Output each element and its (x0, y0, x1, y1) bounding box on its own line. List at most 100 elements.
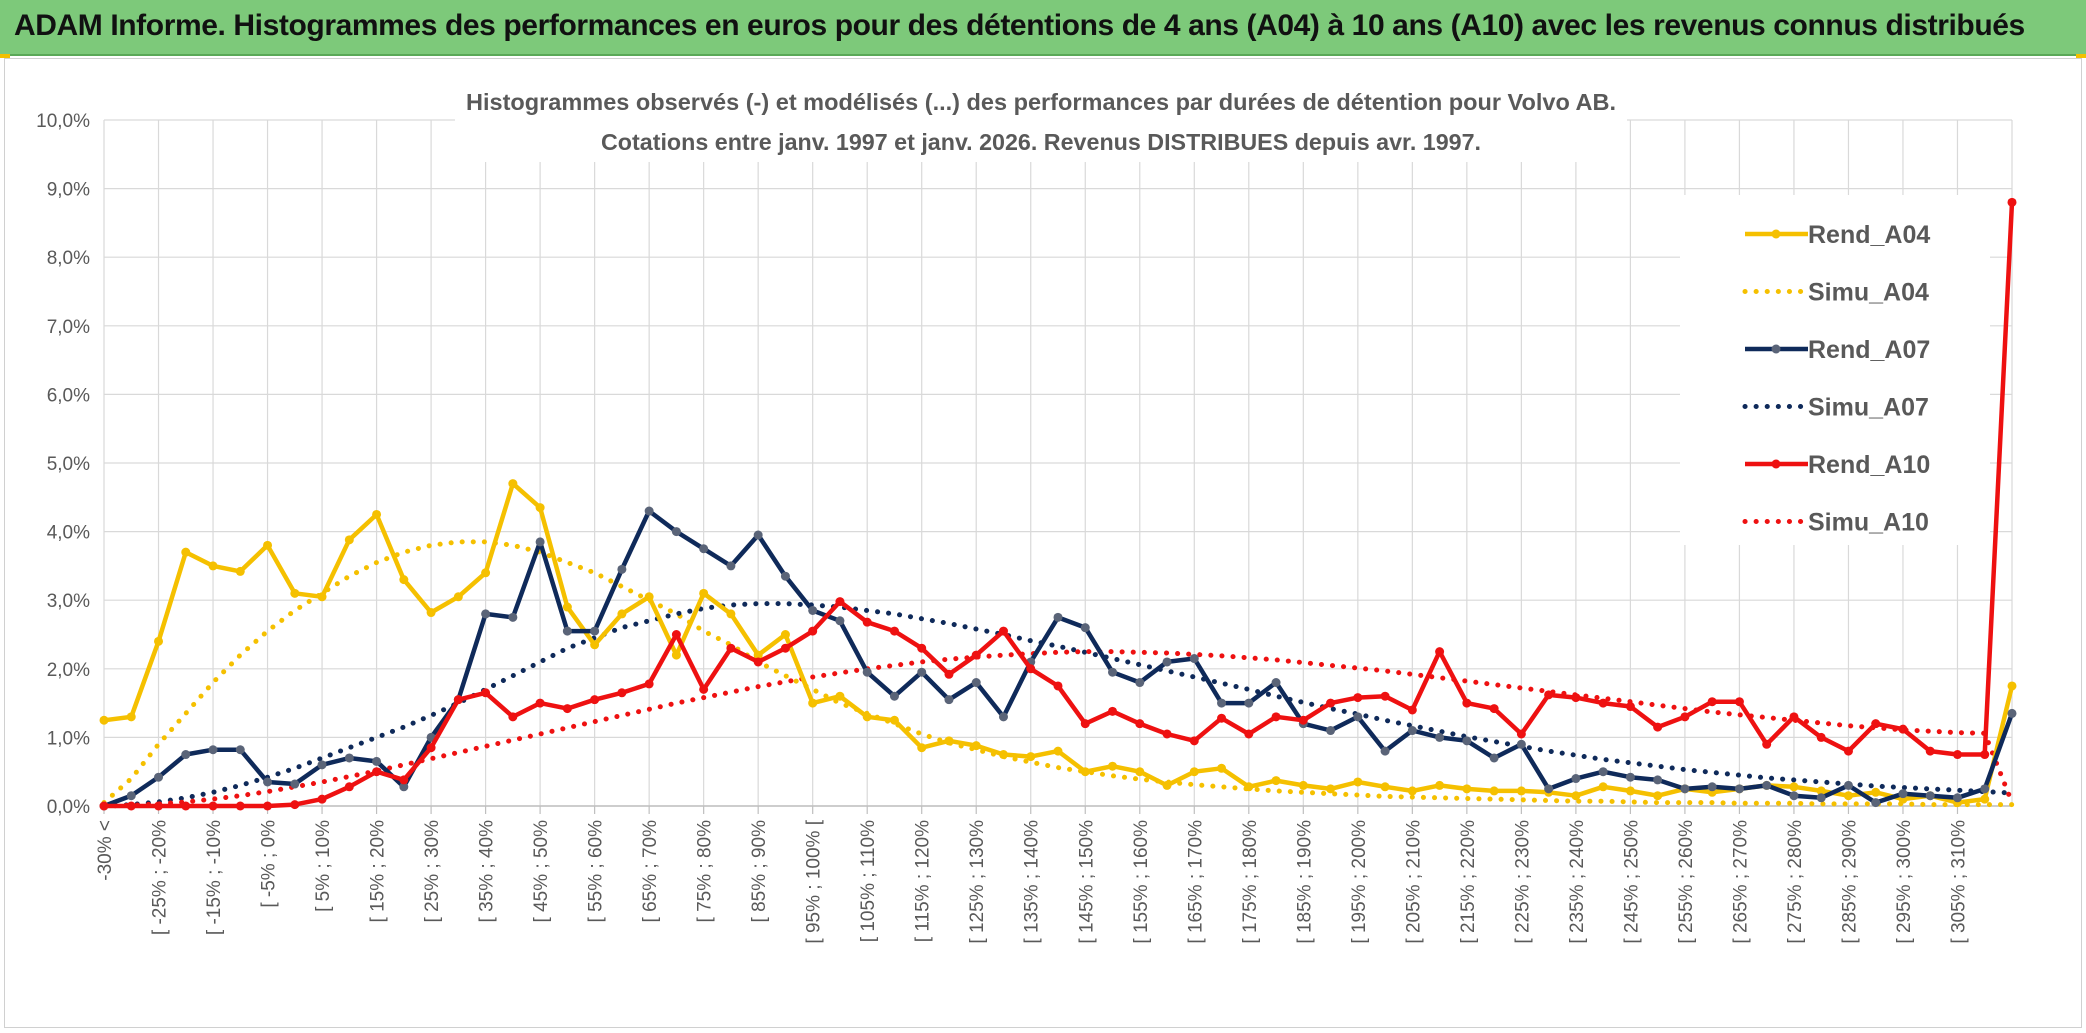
x-tick-label: [ 295% ; 300% (1894, 820, 1915, 944)
data-point-Rend_A07 (1734, 784, 1744, 794)
data-point-Rend_A07 (263, 777, 273, 787)
data-point-Rend_A04 (1080, 767, 1090, 777)
data-point-Rend_A10 (1952, 750, 1962, 760)
data-point-Rend_A07 (835, 616, 845, 626)
data-point-Rend_A07 (1898, 789, 1908, 799)
data-point-Rend_A04 (2007, 681, 2017, 691)
data-point-Rend_A10 (1789, 712, 1799, 722)
data-point-Rend_A10 (1162, 729, 1172, 739)
data-point-Rend_A04 (1189, 767, 1199, 777)
data-point-Rend_A04 (1244, 782, 1254, 792)
data-point-Rend_A04 (99, 715, 109, 725)
data-point-Rend_A10 (1271, 712, 1281, 722)
series-line-Simu_A04 (101, 539, 2015, 808)
data-point-Rend_A10 (1435, 647, 1445, 657)
x-tick-label: [ 195% ; 200% (1349, 820, 1370, 944)
x-tick-label: [ 95% ; 100% [ (804, 819, 825, 943)
y-tick-label: 1,0% (47, 728, 90, 749)
data-point-Rend_A07 (1980, 784, 1990, 794)
plot-area (99, 197, 2017, 811)
data-point-Rend_A10 (535, 698, 545, 708)
data-point-Rend_A10 (1843, 746, 1853, 756)
data-point-Rend_A10 (1516, 729, 1526, 739)
x-tick-label: [ -5% ; 0% (259, 820, 280, 908)
data-point-Rend_A04 (1516, 786, 1526, 796)
data-point-Rend_A04 (1462, 784, 1472, 794)
data-point-Rend_A10 (154, 801, 164, 811)
x-tick-label: [ 185% ; 190% (1294, 820, 1315, 944)
data-point-Rend_A04 (1108, 761, 1118, 771)
data-point-Rend_A10 (998, 626, 1008, 636)
data-point-Rend_A04 (481, 568, 491, 578)
x-axis-ticks: -30% < [ -25% ; -20% [ -15% ; -10% [ -5% ; … (95, 819, 1969, 943)
legend-marker-Rend_A04 (1771, 229, 1781, 239)
data-point-Rend_A10 (263, 801, 273, 811)
data-point-Rend_A10 (99, 801, 109, 811)
data-point-Rend_A07 (1707, 782, 1717, 792)
data-point-Rend_A10 (617, 688, 627, 698)
data-point-Rend_A10 (1189, 736, 1199, 746)
data-point-Rend_A04 (263, 540, 273, 550)
data-point-Rend_A04 (998, 750, 1008, 760)
data-point-Rend_A04 (1598, 782, 1608, 792)
data-point-Rend_A10 (562, 704, 572, 714)
y-tick-label: 9,0% (47, 180, 90, 201)
x-tick-label: [ 225% ; 230% (1512, 820, 1533, 944)
data-point-Rend_A04 (808, 698, 818, 708)
data-point-Rend_A07 (699, 544, 709, 554)
data-point-Rend_A10 (1353, 693, 1363, 703)
data-point-Rend_A07 (535, 537, 545, 547)
data-point-Rend_A04 (1625, 786, 1635, 796)
x-tick-label: [ -15% ; -10% (204, 820, 225, 935)
data-point-Rend_A07 (1380, 746, 1390, 756)
data-point-Rend_A10 (508, 712, 518, 722)
y-tick-label: 4,0% (47, 523, 90, 544)
data-point-Rend_A10 (1762, 739, 1772, 749)
data-point-Rend_A04 (1135, 767, 1145, 777)
data-point-Rend_A10 (453, 695, 463, 705)
x-tick-label: [ 145% ; 150% (1076, 820, 1097, 944)
data-point-Rend_A10 (1407, 705, 1417, 715)
x-tick-label: [ 55% ; 60% (586, 820, 607, 923)
data-point-Rend_A10 (1625, 702, 1635, 712)
data-point-Rend_A10 (1925, 746, 1935, 756)
data-point-Rend_A07 (344, 753, 354, 763)
data-point-Rend_A04 (1162, 780, 1172, 790)
series-line-Simu_A10 (101, 649, 2015, 809)
data-point-Rend_A10 (808, 626, 818, 636)
data-point-Rend_A10 (1217, 713, 1227, 723)
data-point-Rend_A04 (1053, 746, 1063, 756)
chart-title-line2: Cotations entre janv. 1997 et janv. 2026… (601, 129, 1481, 155)
data-point-Rend_A10 (1598, 698, 1608, 708)
data-point-Rend_A04 (590, 640, 600, 650)
data-point-Rend_A04 (917, 743, 927, 753)
data-point-Rend_A07 (399, 782, 409, 792)
data-point-Rend_A10 (590, 695, 600, 705)
data-point-Rend_A07 (508, 612, 518, 622)
x-tick-label: [ 75% ; 80% (695, 820, 716, 923)
data-point-Rend_A07 (944, 695, 954, 705)
data-point-Rend_A04 (1217, 763, 1227, 773)
data-point-Rend_A07 (726, 561, 736, 571)
data-point-Rend_A07 (317, 760, 327, 770)
x-tick-label: [ -25% ; -20% (150, 820, 171, 935)
data-point-Rend_A04 (699, 588, 709, 598)
data-point-Rend_A10 (481, 688, 491, 698)
data-point-Rend_A07 (780, 571, 790, 581)
data-point-Rend_A07 (998, 712, 1008, 722)
data-point-Rend_A10 (1571, 693, 1581, 703)
y-tick-label: 0,0% (47, 797, 90, 818)
data-point-Rend_A10 (1026, 664, 1036, 674)
data-point-Rend_A07 (1353, 712, 1363, 722)
data-point-Rend_A10 (2007, 197, 2017, 207)
data-point-Rend_A07 (671, 527, 681, 537)
x-tick-label: [ 135% ; 140% (1022, 820, 1043, 944)
data-point-Rend_A10 (1108, 706, 1118, 716)
data-point-Rend_A04 (1980, 794, 1990, 804)
data-point-Rend_A04 (1326, 784, 1336, 794)
data-point-Rend_A10 (126, 801, 136, 811)
chart-frame (4, 58, 2082, 1028)
data-point-Rend_A07 (889, 691, 899, 701)
report-title: ADAM Informe. Histogrammes des performan… (14, 9, 2025, 42)
